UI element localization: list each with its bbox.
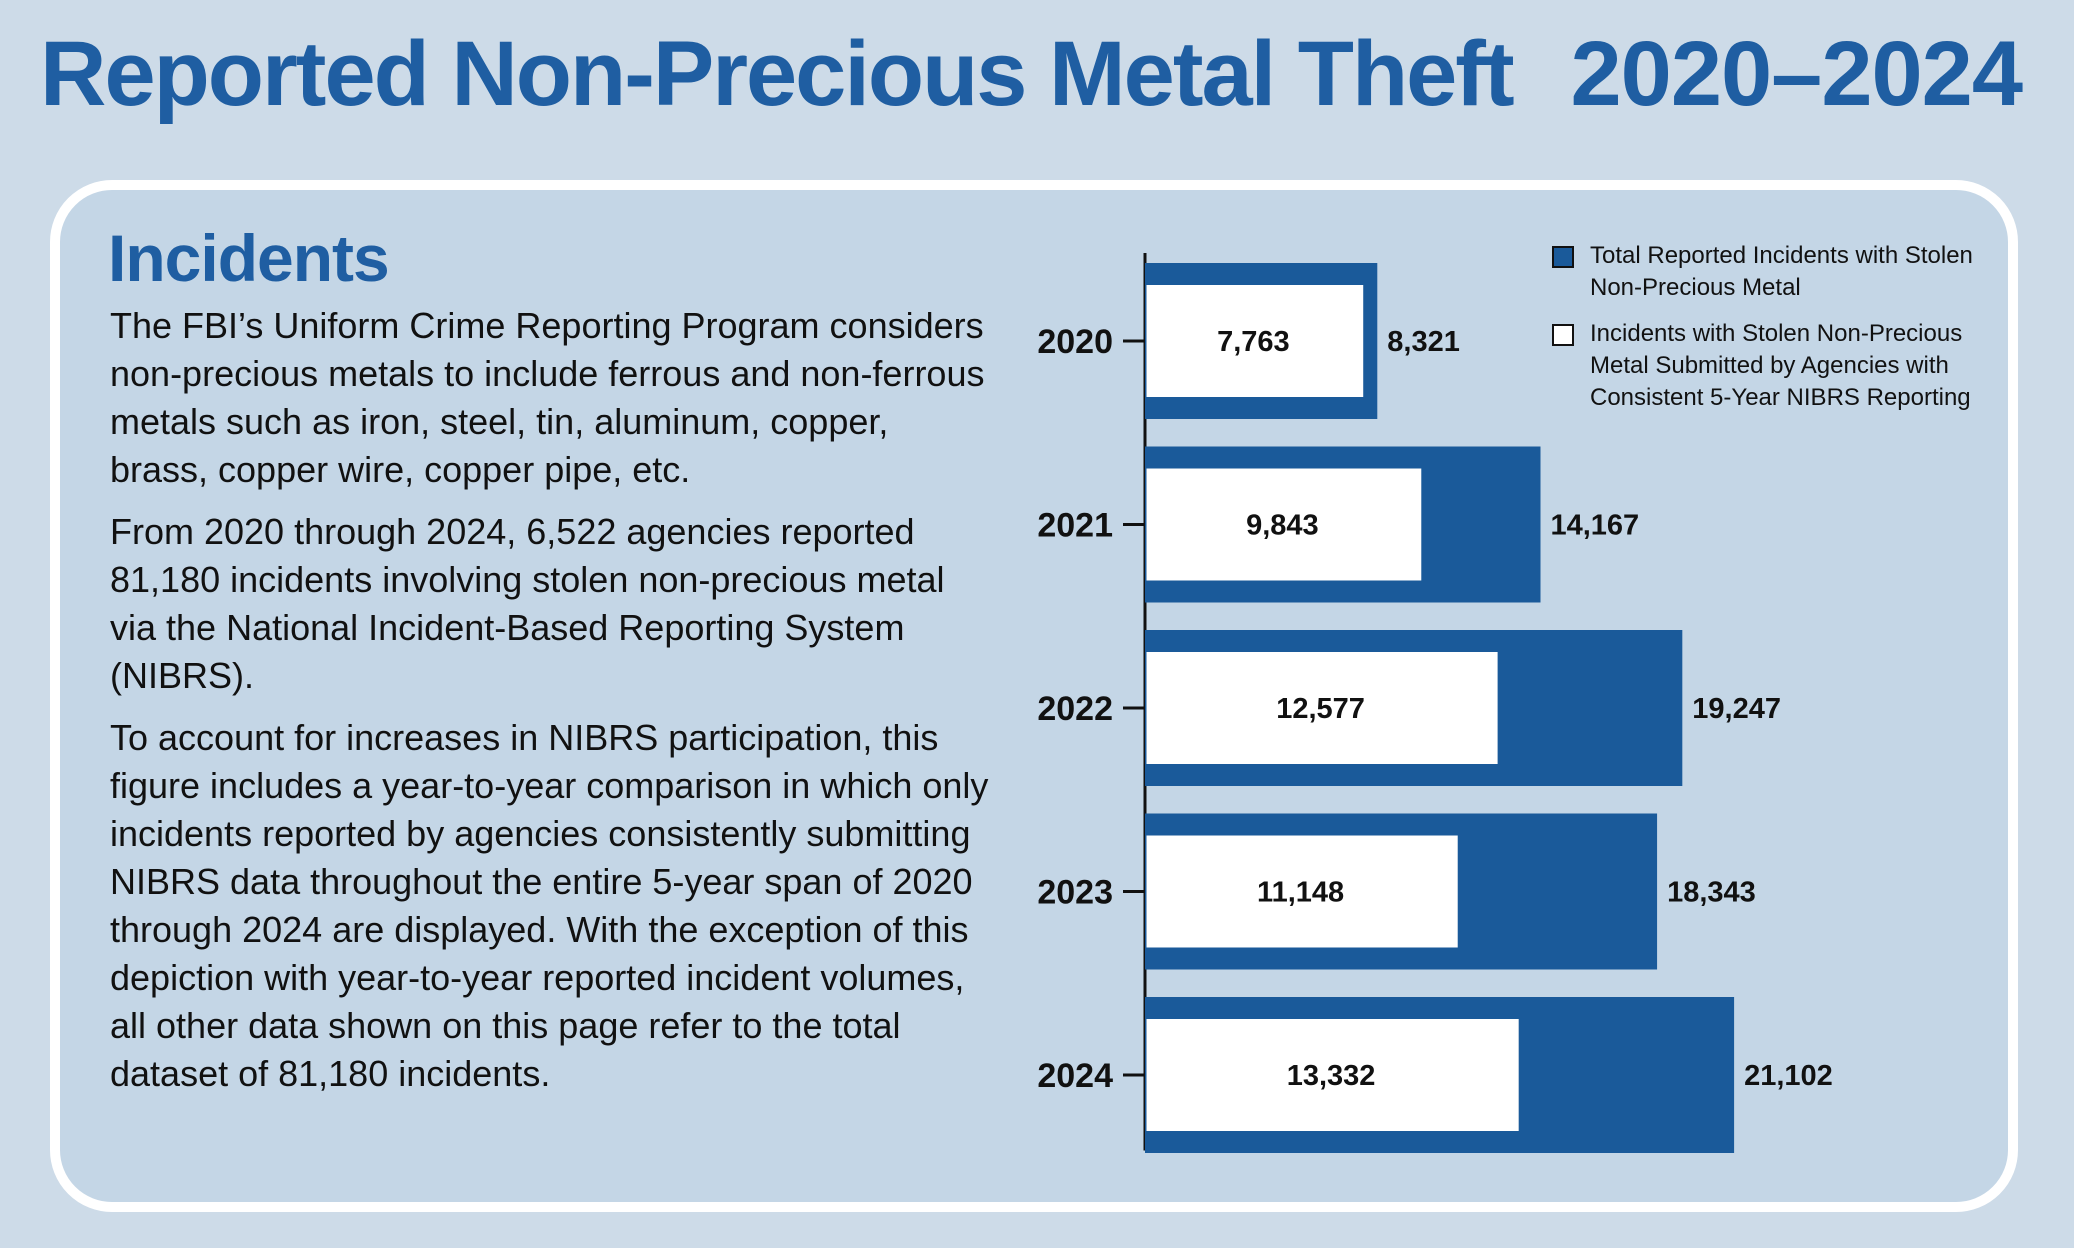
data-label-total-2020: 8,321: [1387, 326, 1460, 358]
description-text: The FBI’s Uniform Crime Reporting Progra…: [110, 302, 990, 1112]
bar-consistent-2023: [1146, 835, 1458, 948]
section-title: Incidents: [108, 221, 390, 295]
y-tick-label-2021: 2021: [1037, 507, 1113, 545]
legend-swatch-total: [1552, 246, 1574, 268]
legend-item-consistent: Incidents with Stolen Non-Precious Metal…: [1552, 318, 1992, 414]
chart-legend: Total Reported Incidents with Stolen Non…: [1552, 240, 1992, 428]
data-label-total-2022: 19,247: [1692, 693, 1781, 725]
data-label-total-2021: 14,167: [1550, 510, 1639, 542]
data-label-consistent-2022: 12,577: [1276, 693, 1365, 725]
y-tick-label-2020: 2020: [1037, 323, 1113, 361]
page-title: Reported Non-Precious Metal Theft: [40, 23, 1515, 125]
legend-swatch-consistent: [1552, 324, 1574, 346]
data-label-consistent-2023: 11,148: [1257, 877, 1344, 909]
legend-label-total: Total Reported Incidents with Stolen Non…: [1590, 242, 1973, 301]
data-label-total-2024: 21,102: [1744, 1060, 1833, 1092]
description-paragraph-1: The FBI’s Uniform Crime Reporting Progra…: [110, 305, 985, 490]
legend-label-consistent: Incidents with Stolen Non-Precious Metal…: [1590, 320, 1971, 411]
y-tick-label-2024: 2024: [1037, 1057, 1113, 1095]
bar-consistent-2020: [1146, 285, 1364, 397]
data-label-total-2023: 18,343: [1667, 877, 1756, 909]
data-label-consistent-2021: 9,843: [1246, 510, 1319, 542]
bar-consistent-2024: [1146, 1019, 1519, 1131]
y-tick-label-2023: 2023: [1037, 874, 1113, 912]
bar-consistent-2021: [1146, 468, 1422, 581]
incidents-panel: Incidents The FBI’s Uniform Crime Report…: [50, 180, 2018, 1212]
incidents-bar-chart: 2020 7,763 8,321 2021 9,843 14,167 2022 12,577 1…: [1037, 253, 1833, 1153]
bar-consistent-2022: [1146, 652, 1498, 764]
description-paragraph-2: From 2020 through 2024, 6,522 agencies r…: [110, 511, 945, 696]
data-label-consistent-2024: 13,332: [1287, 1060, 1376, 1092]
page-years: 2020–2024: [1570, 23, 2023, 125]
y-tick-label-2022: 2022: [1037, 690, 1113, 728]
data-label-consistent-2020: 7,763: [1217, 326, 1290, 358]
legend-item-total: Total Reported Incidents with Stolen Non…: [1552, 240, 1992, 304]
description-paragraph-3: To account for increases in NIBRS partic…: [110, 717, 989, 1094]
